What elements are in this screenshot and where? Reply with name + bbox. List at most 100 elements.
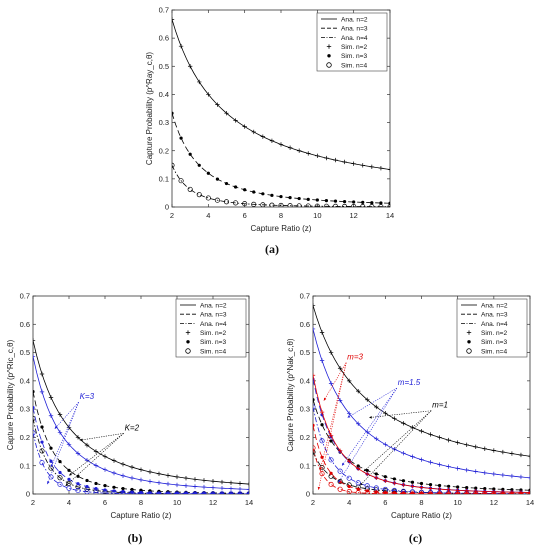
series-point <box>201 478 207 483</box>
series-point <box>418 489 425 494</box>
series-point <box>378 165 384 171</box>
series-point <box>464 488 469 493</box>
series-point <box>374 490 378 494</box>
y-tick-label: 0 <box>26 490 30 499</box>
series-point <box>387 167 390 172</box>
series-point <box>410 484 415 489</box>
series-line-6 <box>313 375 530 493</box>
series-point <box>337 479 343 485</box>
series-point <box>329 439 333 443</box>
legend-swatch <box>326 44 332 49</box>
series-point <box>473 444 478 450</box>
legend-swatch <box>185 330 191 335</box>
legend-label: Ana. n=2 <box>481 302 508 309</box>
x-axis-label: Capture Ratio (z) <box>111 511 172 520</box>
series-point <box>206 171 210 175</box>
series-point <box>219 479 225 485</box>
series-point <box>66 442 72 447</box>
series-point <box>313 445 316 451</box>
series-point <box>369 164 375 169</box>
series-point <box>387 204 390 207</box>
panel-caption: (c) <box>409 531 422 545</box>
x-tick-label: 14 <box>245 498 253 507</box>
series-point <box>464 491 470 494</box>
series-point <box>373 485 379 491</box>
y-tick-label: 0.1 <box>20 461 30 470</box>
series-point <box>233 185 238 189</box>
series-point <box>333 199 338 203</box>
legend-box <box>456 298 528 358</box>
series-point <box>455 491 461 494</box>
series-point <box>188 152 192 156</box>
series-point <box>172 111 174 115</box>
series-point <box>94 486 98 491</box>
series-point <box>329 471 333 475</box>
series-point <box>156 471 162 476</box>
series-point <box>174 491 180 494</box>
legend-label: Ana. n=2 <box>341 16 368 23</box>
x-tick-label: 4 <box>347 498 351 507</box>
series-point <box>383 442 388 447</box>
series-point <box>456 492 460 494</box>
series-line-1 <box>313 399 530 491</box>
series-point <box>49 446 53 450</box>
series-point <box>360 203 366 207</box>
series-point <box>260 134 266 139</box>
series-point <box>103 484 107 488</box>
y-tick-label: 0.4 <box>159 90 169 99</box>
series-point <box>48 395 54 400</box>
series-point <box>342 159 347 165</box>
series-point <box>296 203 302 207</box>
series-point <box>313 398 315 402</box>
series-point <box>527 454 530 459</box>
series-point <box>419 428 424 434</box>
series-point <box>401 482 406 488</box>
legend-label: Sim. n=3 <box>481 339 508 346</box>
chart-panel-1: 2 4 6 8 10 12 14 0 0.1 0.2 0.3 0.4 0.5 0.6 0.7 Capture … <box>145 6 394 256</box>
series-point <box>183 483 189 488</box>
y-tick-label: 0.7 <box>20 292 30 301</box>
series-point <box>324 155 329 161</box>
series-point <box>428 432 433 437</box>
x-tick-label: 2 <box>311 498 315 507</box>
series-point <box>39 389 45 395</box>
series-point <box>278 142 284 147</box>
legend-label: Sim. n=2 <box>200 330 227 337</box>
annotation-label: K=3 <box>80 392 95 401</box>
series-line-1 <box>172 113 390 204</box>
series-point <box>328 481 334 488</box>
series-point <box>401 421 406 426</box>
series-point <box>202 492 206 494</box>
series-point <box>491 491 497 494</box>
series-point <box>58 459 62 464</box>
plot-area <box>172 17 390 207</box>
series-point <box>120 473 126 478</box>
series-point <box>165 481 171 487</box>
series-point <box>392 480 397 486</box>
legend-swatch <box>186 340 190 344</box>
series-point <box>374 436 379 441</box>
annotation-arrow <box>65 433 124 487</box>
series-point <box>315 153 320 159</box>
x-tick-label: 12 <box>349 211 357 220</box>
x-tick-label: 14 <box>526 498 534 507</box>
series-point <box>49 459 53 463</box>
series-point <box>247 492 249 494</box>
annotation-arrow <box>54 402 79 430</box>
series-point <box>346 488 352 494</box>
series-point <box>178 43 184 49</box>
series-point <box>346 475 352 481</box>
series-point <box>197 163 201 167</box>
series-point <box>501 487 505 491</box>
legend-label: Ana. n=2 <box>200 302 227 309</box>
series-point <box>313 423 315 427</box>
legend-box <box>175 298 247 358</box>
series-point <box>374 472 378 476</box>
series-point <box>184 491 188 494</box>
annotation-arrowhead <box>50 464 54 468</box>
x-tick-label: 8 <box>419 498 423 507</box>
series-point <box>427 491 434 494</box>
annotation-label: m=3 <box>347 353 363 362</box>
series-point <box>175 491 179 494</box>
series-point <box>228 480 234 485</box>
